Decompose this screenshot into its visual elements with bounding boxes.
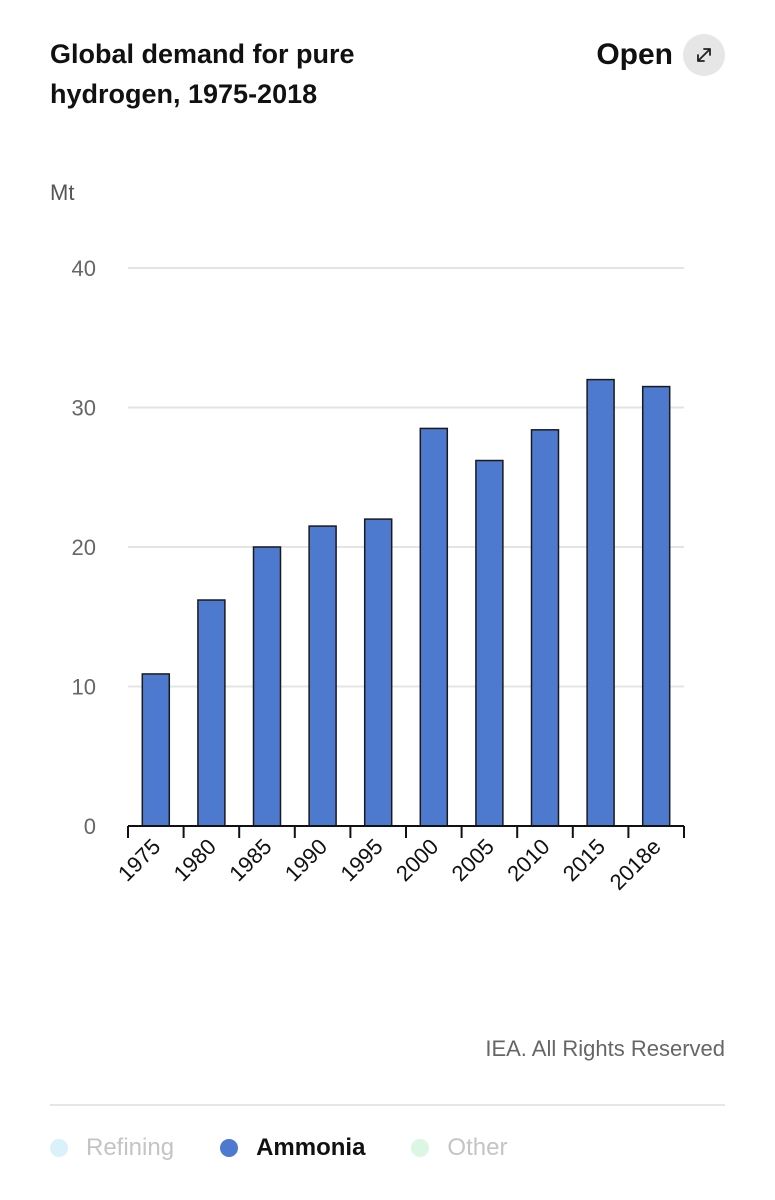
bar <box>252 546 282 827</box>
credit-text: IEA. All Rights Reserved <box>485 1036 725 1061</box>
bar <box>419 427 449 827</box>
chart-title: Global demand for pure hydrogen, 1975-20… <box>50 39 355 109</box>
legend-label-ammonia: Ammonia <box>256 1134 366 1161</box>
bar <box>530 429 560 827</box>
y-tick-label: 40 <box>72 256 96 281</box>
y-tick-label: 30 <box>72 396 96 421</box>
bar <box>141 673 171 827</box>
x-tick-label: 1990 <box>280 834 332 886</box>
bar <box>308 525 337 827</box>
legend-dot-other <box>411 1139 430 1157</box>
legend-dot-ammonia <box>220 1139 239 1157</box>
legend-item-refining[interactable]: Refining <box>50 1134 174 1162</box>
open-label: Open <box>596 38 673 71</box>
x-tick-label: 1985 <box>224 834 276 886</box>
x-tick-label: 1980 <box>169 834 221 886</box>
legend: Refining Ammonia Other <box>50 1134 507 1162</box>
x-tick-label: 2005 <box>447 834 499 886</box>
expand-arrows-icon <box>697 48 711 62</box>
open-button[interactable]: Open <box>596 34 725 76</box>
divider <box>50 1104 725 1106</box>
x-tick-label: 2010 <box>502 834 554 886</box>
x-tick-label: 2000 <box>391 834 443 886</box>
x-tick-label: 2015 <box>558 834 610 886</box>
legend-label-refining: Refining <box>86 1134 175 1161</box>
legend-item-other[interactable]: Other <box>411 1134 507 1162</box>
bar <box>363 518 393 827</box>
bar <box>197 599 226 827</box>
legend-item-ammonia[interactable]: Ammonia <box>220 1134 365 1162</box>
y-axis-unit: Mt <box>50 180 75 205</box>
bar <box>475 459 504 827</box>
x-tick-label: 1975 <box>113 834 165 886</box>
bar <box>641 385 671 827</box>
y-tick-label: 10 <box>72 675 96 700</box>
x-tick-label: 1995 <box>335 834 387 886</box>
y-tick-label: 20 <box>72 535 96 560</box>
y-tick-label: 0 <box>84 814 96 839</box>
expand-icon[interactable] <box>683 34 725 76</box>
bar <box>586 378 615 827</box>
legend-dot-refining <box>50 1139 68 1157</box>
legend-label-other: Other <box>447 1134 508 1161</box>
x-tick-label: 2018e <box>605 834 666 895</box>
